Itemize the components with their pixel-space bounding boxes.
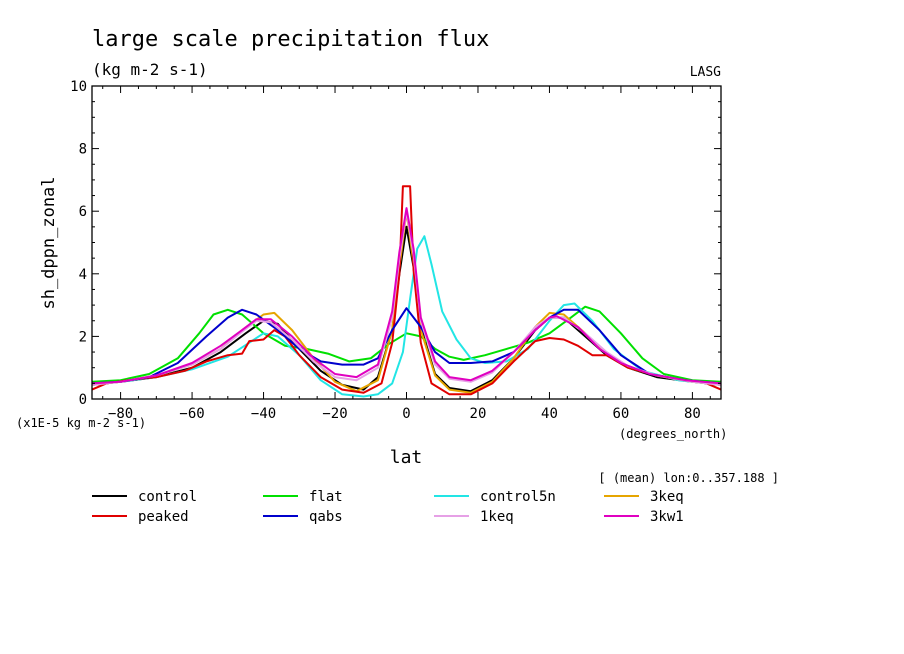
- legend-item-peaked: peaked: [92, 509, 189, 525]
- y-tick-label: 6: [79, 204, 87, 220]
- y-tick-label: 10: [70, 79, 87, 95]
- mean-note: [ (mean) lon:0..357.188 ]: [598, 471, 779, 485]
- source-label: LASG: [690, 65, 721, 80]
- chart-title: large scale precipitation flux: [92, 27, 489, 52]
- y-tick-label: 8: [79, 142, 87, 158]
- legend-label: control5n: [480, 489, 556, 505]
- scale-note: (x1E-5 kg m-2 s-1): [16, 416, 146, 430]
- plot-frame: [91, 85, 722, 400]
- y-tick-label: 4: [79, 267, 87, 283]
- series-line-3kw1: [91, 207, 722, 385]
- y-tick-label: 0: [79, 392, 87, 408]
- y-tick-label: 2: [79, 329, 87, 345]
- x-tick-label: −40: [251, 406, 276, 422]
- axis-ticks: −80 −60 −40 −20 0 20 40 60 80 0 2 4 6 8 10: [70, 79, 721, 422]
- legend-label: peaked: [138, 509, 189, 525]
- series-line-control: [91, 225, 722, 393]
- plot-area: −80 −60 −40 −20 0 20 40 60 80 0 2 4 6 8 10: [70, 79, 722, 422]
- legend-item-control: control: [92, 489, 197, 505]
- legend-item-1keq: 1keq: [434, 509, 514, 525]
- x-tick-label: 80: [684, 406, 701, 422]
- series-line-flat: [91, 305, 722, 383]
- legend: control flat control5n 3keq peaked qabs 1keq 3k…: [92, 489, 684, 525]
- x-tick-label: 60: [613, 406, 630, 422]
- legend-label: qabs: [309, 509, 343, 525]
- legend-label: 3keq: [650, 489, 684, 505]
- legend-item-qabs: qabs: [263, 509, 343, 525]
- series-lines: [91, 185, 722, 398]
- x-axis-label: lat: [390, 447, 423, 468]
- units-label: (kg m-2 s-1): [92, 60, 208, 79]
- x-tick-label: −60: [179, 406, 204, 422]
- legend-item-flat: flat: [263, 489, 343, 505]
- series-line-peaked: [91, 185, 722, 396]
- y-axis-label: sh_dppn_zonal: [39, 176, 59, 309]
- x-units-label: (degrees_north): [619, 427, 727, 441]
- series-line-qabs: [91, 307, 722, 385]
- x-tick-label: 0: [402, 406, 410, 422]
- legend-item-control5n: control5n: [434, 489, 556, 505]
- legend-item-3kw1: 3kw1: [604, 509, 684, 525]
- x-tick-label: −20: [322, 406, 347, 422]
- x-tick-label: 40: [541, 406, 558, 422]
- legend-label: flat: [309, 489, 343, 505]
- series-line-control5n: [91, 235, 722, 398]
- legend-label: 1keq: [480, 509, 514, 525]
- x-tick-label: 20: [470, 406, 487, 422]
- legend-label: control: [138, 489, 197, 505]
- legend-label: 3kw1: [650, 509, 684, 525]
- legend-item-3keq: 3keq: [604, 489, 684, 505]
- x-tick-label: −80: [108, 406, 133, 422]
